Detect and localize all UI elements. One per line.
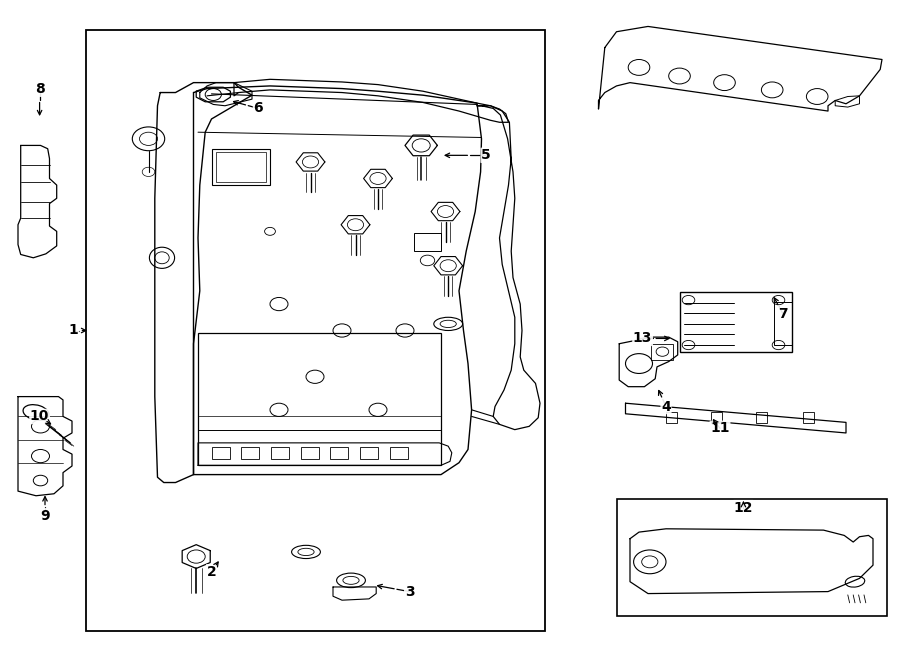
- Bar: [212, 447, 230, 459]
- Bar: [216, 152, 266, 182]
- Bar: [711, 412, 722, 423]
- Text: 8: 8: [35, 82, 44, 97]
- Text: 4: 4: [662, 399, 670, 414]
- Bar: [651, 344, 673, 360]
- Bar: [616, 499, 886, 616]
- Bar: [680, 292, 792, 352]
- Text: 3: 3: [405, 584, 414, 599]
- Text: 9: 9: [40, 508, 50, 523]
- Bar: [666, 412, 677, 423]
- Text: 5: 5: [482, 148, 490, 163]
- Text: 12: 12: [734, 500, 753, 515]
- Text: 2: 2: [207, 564, 216, 579]
- Bar: [756, 412, 767, 423]
- Bar: [803, 412, 814, 423]
- Text: 1: 1: [69, 323, 78, 338]
- Bar: [241, 447, 259, 459]
- Text: 7: 7: [778, 307, 788, 321]
- Text: 6: 6: [254, 101, 263, 116]
- Text: 13: 13: [633, 331, 652, 346]
- Text: 11: 11: [710, 421, 730, 436]
- Bar: [360, 447, 378, 459]
- Bar: [212, 149, 270, 185]
- Bar: [414, 233, 441, 251]
- Bar: [271, 447, 289, 459]
- Bar: [330, 447, 348, 459]
- Bar: [390, 447, 408, 459]
- Bar: [301, 447, 319, 459]
- Text: 10: 10: [30, 409, 50, 424]
- Bar: [86, 30, 544, 631]
- Bar: [198, 333, 441, 465]
- Bar: [774, 302, 792, 345]
